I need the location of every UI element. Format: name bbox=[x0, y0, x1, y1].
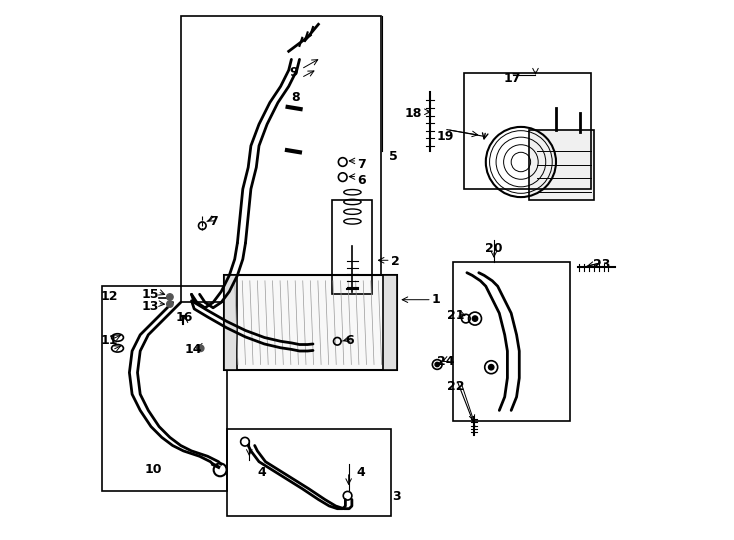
Text: 6: 6 bbox=[357, 174, 366, 187]
Text: 9: 9 bbox=[290, 66, 299, 79]
Text: 21: 21 bbox=[447, 309, 465, 322]
Text: 13: 13 bbox=[141, 300, 159, 313]
Text: 4: 4 bbox=[258, 466, 266, 479]
Text: 19: 19 bbox=[437, 130, 454, 143]
Text: 15: 15 bbox=[141, 288, 159, 301]
Text: 7: 7 bbox=[357, 158, 366, 171]
Text: 11: 11 bbox=[100, 334, 117, 347]
Text: 18: 18 bbox=[404, 107, 421, 120]
Bar bbox=[227, 429, 391, 516]
Text: 14: 14 bbox=[184, 343, 202, 356]
Text: 3: 3 bbox=[393, 490, 401, 503]
Text: 22: 22 bbox=[447, 380, 465, 393]
Text: 10: 10 bbox=[145, 463, 162, 476]
Text: 16: 16 bbox=[175, 311, 193, 324]
Bar bbox=[224, 275, 237, 370]
Bar bbox=[224, 275, 396, 370]
Text: 6: 6 bbox=[346, 334, 354, 347]
Bar bbox=[529, 130, 594, 200]
Bar bbox=[181, 16, 380, 302]
Text: 1: 1 bbox=[432, 293, 440, 306]
Bar bbox=[383, 275, 396, 370]
Circle shape bbox=[167, 294, 173, 300]
Text: 4: 4 bbox=[356, 466, 365, 479]
Bar bbox=[454, 262, 570, 421]
Circle shape bbox=[167, 301, 173, 307]
Text: 17: 17 bbox=[504, 72, 522, 85]
Text: 24: 24 bbox=[437, 355, 454, 368]
Circle shape bbox=[197, 345, 204, 352]
Circle shape bbox=[489, 364, 494, 370]
Text: 23: 23 bbox=[593, 258, 611, 271]
Circle shape bbox=[472, 316, 478, 321]
Bar bbox=[103, 286, 227, 491]
Circle shape bbox=[435, 362, 440, 367]
Text: 7: 7 bbox=[208, 215, 217, 228]
Text: 5: 5 bbox=[388, 150, 397, 163]
Text: 8: 8 bbox=[291, 91, 300, 104]
Text: 12: 12 bbox=[100, 291, 117, 303]
Text: 2: 2 bbox=[390, 255, 399, 268]
Text: 20: 20 bbox=[485, 242, 503, 255]
Bar bbox=[464, 73, 591, 189]
Bar bbox=[332, 200, 372, 294]
